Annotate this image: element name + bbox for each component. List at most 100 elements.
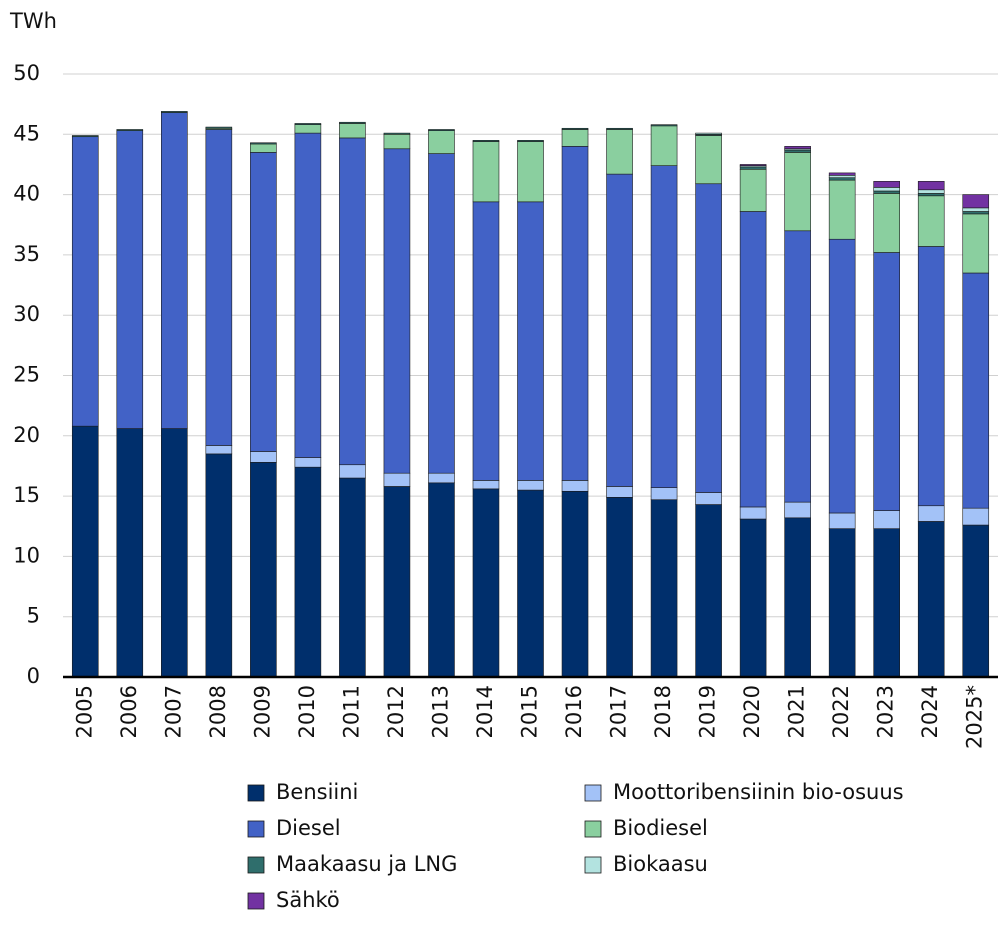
legend-label: Bensiini <box>276 780 358 804</box>
bar-segment <box>561 127 589 130</box>
bar-segment <box>873 193 900 253</box>
y-tick-label: 10 <box>13 543 40 567</box>
legend-label: Biokaasu <box>613 852 708 876</box>
bar-segment <box>383 472 411 487</box>
bar-segment <box>116 130 144 429</box>
bar-segment <box>650 125 678 166</box>
y-tick-label: 20 <box>13 423 40 447</box>
bar-segment <box>428 482 455 678</box>
bar-segment <box>561 129 589 147</box>
bar-segment <box>428 153 455 474</box>
bar-segment <box>650 165 678 488</box>
bar-segment <box>339 121 366 124</box>
bar-segment <box>962 524 990 678</box>
bar-segment <box>472 141 500 203</box>
bar-segment <box>695 492 722 505</box>
bar-segment <box>917 181 945 191</box>
bar-segment <box>517 489 544 678</box>
bar-segment <box>828 172 856 176</box>
bar-segment <box>250 142 277 145</box>
bar-segment <box>383 132 411 135</box>
bar-segment <box>695 504 722 678</box>
bar-segment <box>873 252 900 511</box>
x-tick-label: 2022 <box>829 685 853 738</box>
bar-segment <box>472 201 500 481</box>
bar-segment <box>784 152 811 232</box>
bar-segment <box>962 272 990 509</box>
bar-segment <box>606 486 633 498</box>
bar-segment <box>739 211 767 508</box>
x-tick-label: 2012 <box>384 685 408 738</box>
legend-label: Diesel <box>276 816 341 840</box>
bar-segment <box>962 213 990 274</box>
bar-segment <box>250 143 277 153</box>
bar-segment <box>294 466 322 678</box>
bar-segment <box>917 189 945 194</box>
bar-segment <box>517 201 544 481</box>
legend-label: Maakaasu ja LNG <box>276 852 457 876</box>
bar-segment <box>428 472 455 484</box>
bar-segment <box>161 111 188 113</box>
bar-segment <box>339 123 366 139</box>
y-tick-label: 50 <box>13 61 40 85</box>
bar-segment <box>428 129 455 131</box>
bar-segment <box>873 528 900 678</box>
bar-segment <box>784 149 811 153</box>
bar-segment <box>339 464 366 479</box>
x-tick-label: 2025* <box>963 685 987 749</box>
bar-segment <box>517 140 544 142</box>
bar-segment <box>116 129 144 131</box>
x-tick-label: 2007 <box>161 685 185 738</box>
x-tick-label: 2010 <box>295 685 319 738</box>
y-tick-label: 0 <box>27 664 40 688</box>
bar-segment <box>695 132 722 135</box>
x-tick-label: 2008 <box>206 685 230 738</box>
bar-segment <box>71 135 99 138</box>
bar-segment <box>205 126 233 129</box>
bar-segment <box>428 130 455 154</box>
bar-segment <box>739 518 767 678</box>
x-tick-label: 2019 <box>696 685 720 738</box>
y-tick-label: 45 <box>13 121 40 145</box>
bar-segment <box>873 181 900 188</box>
legend-swatch <box>247 856 265 874</box>
bar-segment <box>828 512 856 529</box>
bar-segment <box>472 480 500 490</box>
x-tick-label: 2018 <box>651 685 675 738</box>
bar-segment <box>517 141 544 203</box>
bar-segment <box>250 451 277 463</box>
bar-segment <box>294 457 322 468</box>
x-tick-label: 2020 <box>740 685 764 738</box>
bar-segment <box>695 183 722 493</box>
x-tick-label: 2005 <box>72 685 96 738</box>
bar-segment <box>695 135 722 185</box>
bar-segment <box>962 194 990 209</box>
bar-segment <box>739 166 767 170</box>
bar-segment <box>606 127 633 130</box>
bar-segment <box>116 428 144 678</box>
bar-segment <box>339 477 366 678</box>
x-tick-label: 2006 <box>117 685 141 738</box>
bar-segment <box>205 445 233 455</box>
bar-segment <box>472 488 500 678</box>
bar-segment <box>650 487 678 501</box>
x-tick-label: 2013 <box>428 685 452 738</box>
bar-segment <box>828 175 856 179</box>
bar-segment <box>606 497 633 678</box>
y-tick-label: 30 <box>13 302 40 326</box>
y-tick-label: 5 <box>27 604 40 628</box>
legend-swatch <box>247 784 265 802</box>
bar-segment <box>561 480 589 492</box>
bar-segment <box>294 123 322 125</box>
bar-segment <box>561 490 589 678</box>
bar-segment <box>205 129 233 446</box>
bar-segment <box>383 148 411 474</box>
y-tick-label: 25 <box>13 363 40 387</box>
legend-label: Biodiesel <box>613 816 708 840</box>
legend-label: Sähkö <box>276 888 340 912</box>
x-tick-label: 2017 <box>607 685 631 738</box>
y-tick-label: 15 <box>13 483 40 507</box>
bar-segment <box>873 510 900 529</box>
bar-segment <box>828 177 856 181</box>
